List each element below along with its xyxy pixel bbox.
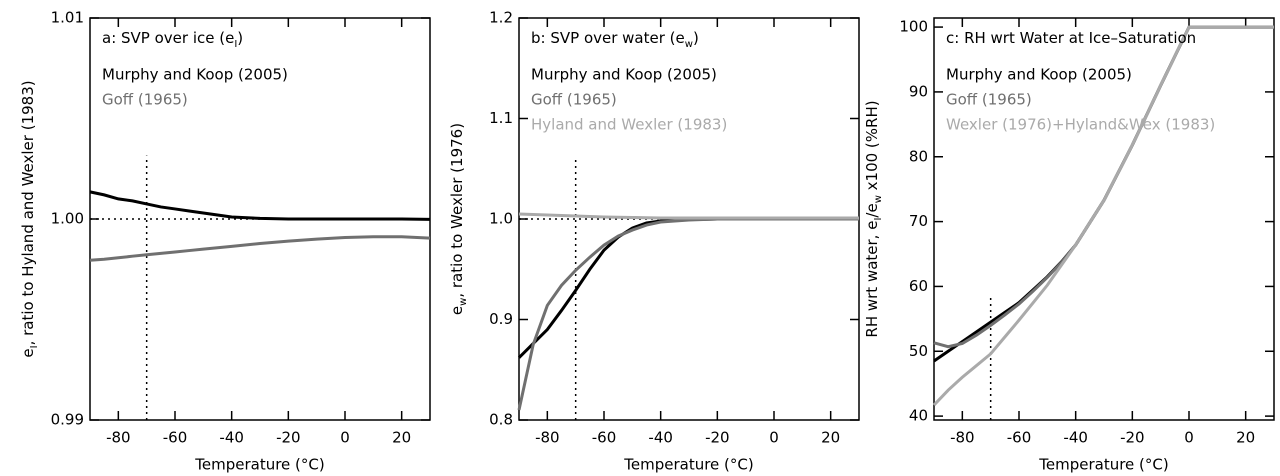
x-tick-label: 0 — [340, 429, 350, 447]
plot-frame — [933, 17, 1275, 421]
y-axis-label-part: RH wrt water, e — [863, 221, 881, 338]
y-axis-label-part: x100 (%RH) — [863, 100, 881, 195]
y-tick-label: 50 — [909, 342, 928, 360]
legend-entry: Wexler (1976)+Hyland&Wex (1983) — [946, 116, 1215, 134]
x-tick-label: -60 — [163, 429, 188, 447]
legend-entry: Goff (1965) — [531, 91, 617, 109]
panel-title-part: w — [685, 39, 693, 50]
y-tick-label: 80 — [909, 147, 928, 165]
legend-entry: Murphy and Koop (2005) — [946, 66, 1132, 84]
y-tick-label: 1.1 — [489, 109, 513, 127]
y-axis-label-part: w — [873, 195, 884, 203]
x-axis-label: Temperature (°C) — [194, 456, 324, 474]
y-axis-label-part: w — [458, 298, 469, 306]
x-tick-label: -20 — [276, 429, 301, 447]
x-tick-label: -40 — [1063, 429, 1088, 447]
y-axis-label-part: I — [873, 218, 884, 221]
series-line — [517, 217, 859, 411]
y-axis-label-part: e — [19, 348, 37, 357]
x-tick-label: -80 — [535, 429, 560, 447]
x-tick-label: -20 — [705, 429, 730, 447]
x-tick-label: -40 — [219, 429, 244, 447]
panel-title-part: I — [234, 39, 237, 50]
series-line — [932, 25, 1274, 407]
panel-title-part: b: SVP over water (e — [531, 29, 685, 47]
y-tick-label: 1.2 — [489, 9, 513, 27]
y-tick-label: 1.0 — [489, 210, 513, 228]
series-line — [518, 212, 859, 220]
x-tick-label: 20 — [1236, 429, 1255, 447]
y-tick-label: 70 — [909, 212, 928, 230]
panel-title: c: RH wrt Water at Ice–Saturation — [946, 29, 1196, 47]
y-tick-label: 1.01 — [51, 9, 84, 27]
y-tick-label: 100 — [899, 18, 928, 36]
y-tick-label: 0.99 — [51, 411, 84, 429]
y-axis-label-part: /e — [863, 203, 881, 217]
panel-title-part: ) — [237, 29, 243, 47]
x-tick-label: -40 — [648, 429, 673, 447]
x-tick-label: -60 — [1007, 429, 1032, 447]
x-axis-label: Temperature (°C) — [623, 456, 753, 474]
y-tick-label: 90 — [909, 82, 928, 100]
legend-entry: Murphy and Koop (2005) — [531, 66, 717, 84]
y-tick-label: 0.8 — [489, 411, 513, 429]
x-tick-label: -80 — [106, 429, 131, 447]
y-axis-label: RH wrt water, eI/ew x100 (%RH) — [863, 100, 884, 337]
x-tick-label: 20 — [821, 429, 840, 447]
legend-entry: Murphy and Koop (2005) — [102, 66, 288, 84]
x-axis-label: Temperature (°C) — [1038, 456, 1168, 474]
y-axis-label-part: e — [448, 306, 466, 315]
y-tick-label: 60 — [909, 277, 928, 295]
x-tick-label: 0 — [769, 429, 779, 447]
series-line — [89, 190, 431, 221]
panel-title-part: ) — [693, 29, 699, 47]
y-axis-label: ew, ratio to Wexler (1976) — [448, 123, 469, 315]
x-tick-label: -60 — [592, 429, 617, 447]
y-tick-label: 40 — [909, 407, 928, 425]
y-axis-label-part: I — [29, 345, 40, 348]
legend-entry: Goff (1965) — [102, 91, 188, 109]
y-axis-label: eI, ratio to Hyland and Wexler (1983) — [19, 80, 40, 357]
panel-title-part: c: RH wrt Water at Ice–Saturation — [946, 29, 1196, 47]
y-axis-label-part: , ratio to Wexler (1976) — [448, 123, 466, 298]
panel-title: b: SVP over water (ew) — [531, 29, 699, 50]
x-tick-label: -80 — [950, 429, 975, 447]
legend-entry: Hyland and Wexler (1983) — [531, 116, 727, 134]
panel-title-part: a: SVP over ice (e — [102, 29, 234, 47]
series-line — [517, 217, 859, 359]
y-axis-label-part: , ratio to Hyland and Wexler (1983) — [19, 80, 37, 345]
x-tick-label: -20 — [1120, 429, 1145, 447]
x-tick-label: 20 — [392, 429, 411, 447]
panel-title: a: SVP over ice (eI) — [102, 29, 243, 50]
x-tick-label: 0 — [1184, 429, 1194, 447]
y-tick-label: 1.00 — [51, 210, 84, 228]
series-line — [89, 235, 431, 262]
legend-entry: Goff (1965) — [946, 91, 1032, 109]
y-tick-label: 0.9 — [489, 310, 513, 328]
